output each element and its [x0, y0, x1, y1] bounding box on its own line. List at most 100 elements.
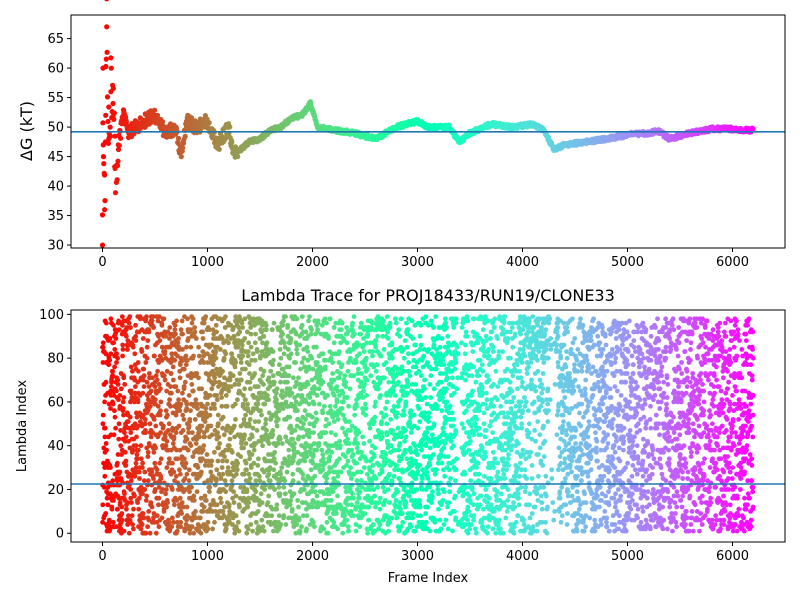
lambda-point	[202, 463, 208, 468]
lambda-point	[308, 331, 314, 337]
lambda-point	[193, 441, 199, 446]
delta-g-point	[111, 116, 117, 122]
lambda-point	[178, 327, 184, 333]
lambda-point	[134, 452, 140, 457]
lambda-point	[148, 388, 154, 394]
lambda-point	[353, 528, 359, 534]
lambda-point	[293, 360, 298, 365]
lambda-point	[310, 452, 316, 457]
lambda-point	[348, 428, 353, 433]
lambda-point	[314, 393, 320, 398]
lambda-point	[230, 460, 235, 466]
lambda-point	[278, 379, 283, 385]
lambda-point	[330, 489, 336, 495]
lambda-point	[103, 379, 109, 385]
lambda-point	[408, 524, 414, 530]
lambda-point	[174, 528, 180, 534]
delta-g-point	[425, 124, 431, 130]
lambda-point	[192, 329, 198, 335]
lambda-point	[212, 519, 217, 525]
lambda-point	[394, 414, 399, 420]
lambda-point	[262, 401, 268, 407]
lambda-point	[406, 493, 412, 499]
lambda-point	[111, 498, 116, 503]
lambda-point	[194, 401, 200, 407]
lambda-point	[433, 366, 439, 372]
lambda-point	[424, 469, 430, 475]
lambda-point	[211, 371, 217, 376]
lambda-point	[148, 500, 154, 505]
lambda-point	[425, 504, 430, 510]
lambda-point	[218, 500, 224, 505]
lambda-point	[222, 478, 228, 484]
lambda-point	[185, 316, 191, 322]
lambda-point	[209, 509, 215, 514]
lambda-point	[379, 430, 385, 435]
lambda-point	[112, 414, 118, 420]
lambda-point	[354, 460, 360, 466]
lambda-point	[250, 425, 256, 431]
lambda-point	[329, 449, 335, 455]
lambda-point	[409, 318, 415, 324]
lambda-point	[137, 476, 142, 481]
lambda-point	[184, 344, 189, 350]
lambda-point	[173, 331, 178, 337]
lambda-point	[337, 438, 343, 444]
lambda-point	[240, 401, 246, 407]
lambda-point	[274, 506, 280, 512]
lambda-point	[168, 403, 173, 409]
lambda-point	[208, 406, 214, 411]
lambda-point	[281, 513, 287, 519]
lambda-point	[417, 419, 423, 424]
lambda-point	[174, 498, 180, 503]
lambda-point	[206, 458, 211, 464]
lambda-point	[226, 443, 232, 449]
lambda-point	[274, 397, 279, 403]
lambda-point	[286, 347, 291, 352]
lambda-point	[255, 384, 261, 389]
lambda-point	[166, 519, 172, 525]
delta-g-point	[235, 153, 241, 160]
lambda-point	[325, 393, 330, 398]
delta-g-point	[509, 124, 515, 130]
lambda-point	[157, 412, 163, 418]
lambda-point	[393, 320, 399, 326]
lambda-point	[135, 500, 141, 505]
lambda-point	[280, 322, 286, 328]
lambda-point	[171, 519, 176, 525]
lambda-point	[147, 371, 152, 376]
lambda-point	[331, 340, 337, 346]
lambda-point	[314, 493, 320, 499]
lambda-point	[441, 522, 447, 527]
lambda-point	[437, 344, 443, 350]
lambda-point	[356, 430, 362, 435]
lambda-point	[192, 325, 198, 330]
lambda-point	[427, 382, 433, 387]
delta-g-point	[178, 154, 184, 160]
lambda-point	[196, 353, 202, 359]
lambda-point	[207, 327, 213, 333]
lambda-point	[441, 445, 446, 451]
lambda-point	[258, 390, 264, 396]
lambda-point	[210, 362, 216, 368]
lambda-point	[442, 489, 447, 495]
lambda-point	[404, 320, 409, 326]
lambda-point	[143, 498, 149, 503]
lambda-point	[422, 410, 428, 416]
lambda-point	[122, 430, 127, 435]
lambda-point	[445, 454, 451, 459]
lambda-point	[290, 436, 296, 442]
lambda-point	[423, 314, 429, 319]
lambda-point	[311, 441, 317, 446]
lambda-point	[335, 526, 340, 532]
lambda-point	[277, 436, 283, 442]
lambda-point	[405, 390, 410, 396]
lambda-point	[218, 495, 223, 501]
lambda-point	[172, 322, 178, 328]
lambda-point	[416, 368, 422, 374]
lambda-point	[103, 511, 109, 516]
lambda-point	[110, 368, 116, 374]
lambda-point	[108, 406, 113, 411]
lambda-point	[203, 314, 209, 319]
delta-g-point	[104, 94, 111, 100]
